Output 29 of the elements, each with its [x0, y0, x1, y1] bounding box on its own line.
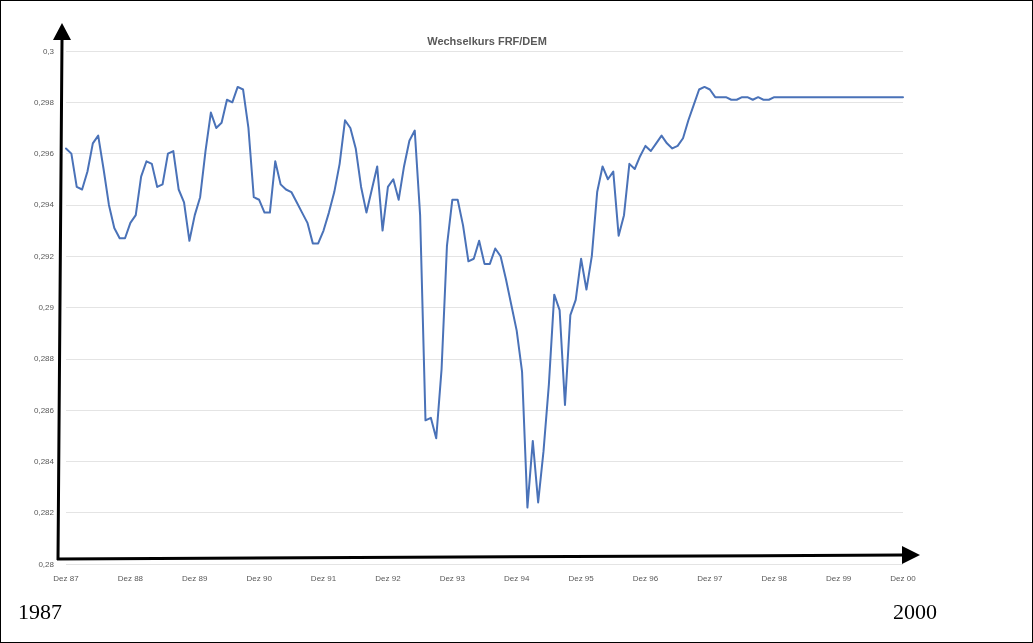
y-tick-label: 0,29 — [38, 303, 55, 312]
x-tick-label: Dez 90 — [246, 573, 273, 583]
y-tick-label: 0,28 — [38, 559, 55, 569]
x-tick-label: Dez 92 — [375, 573, 402, 583]
x-tick-label: Dez 89 — [182, 573, 208, 583]
line-series — [65, 85, 904, 509]
y-tick-label: 0,282 — [33, 508, 55, 518]
x-tick-label: Dez 97 — [697, 573, 724, 583]
x-tick-label: Dez 99 — [825, 573, 852, 583]
y-tick-label: 0,3 — [42, 46, 55, 56]
y-tick-label: 0,298 — [33, 97, 55, 107]
y-tick-label: 0,294 — [33, 200, 55, 210]
x-tick-label: Dez 96 — [632, 573, 659, 583]
chart-title: Wechselkurs FRF/DEM — [427, 34, 547, 47]
x-tick-label: Dez 94 — [504, 573, 530, 583]
text: 2000 — [893, 598, 937, 624]
x-tick-label: Dez 95 — [568, 573, 595, 583]
x-tick-label: Dez 88 — [117, 573, 144, 583]
x-tick-label: Dez 91 — [310, 573, 337, 583]
x-tick-label: Dez 00 — [890, 573, 917, 583]
y-tick-label: 0,296 — [33, 149, 55, 159]
x-tick-label: Dez 87 — [53, 573, 80, 583]
y-tick-label: 0,286 — [33, 405, 55, 415]
y-tick-label: 0,288 — [33, 354, 55, 364]
x-tick-label: Dez 93 — [439, 573, 466, 583]
y-tick-label: 0,284 — [33, 456, 55, 466]
y-tick-label: 0,292 — [33, 251, 55, 261]
text: 1987 — [18, 598, 62, 624]
x-tick-label: Dez 98 — [761, 573, 788, 583]
